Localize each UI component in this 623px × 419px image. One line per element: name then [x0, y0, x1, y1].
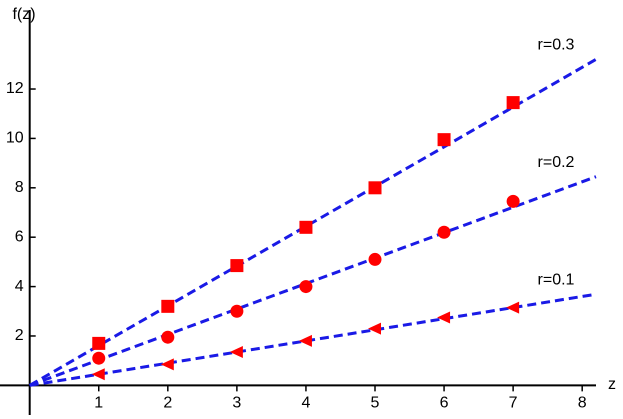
- data-point: [92, 336, 106, 350]
- data-point: [368, 322, 382, 335]
- series-label: r=0.3: [538, 37, 575, 54]
- x-tick-label: 7: [509, 395, 518, 412]
- data-point: [506, 96, 520, 110]
- y-tick-label: 8: [15, 179, 24, 196]
- fit-line: [29, 175, 597, 387]
- data-point: [299, 280, 313, 294]
- y-tick-label: 12: [6, 80, 24, 97]
- data-point: [506, 301, 520, 314]
- data-point: [437, 133, 451, 147]
- x-axis-label: z: [608, 376, 616, 393]
- fit-line: [28, 58, 597, 387]
- x-tick-label: 6: [440, 395, 449, 412]
- data-point: [368, 252, 382, 266]
- data-point: [229, 346, 243, 359]
- data-point: [437, 311, 451, 324]
- x-tick-label: 4: [301, 395, 310, 412]
- data-point: [160, 358, 174, 371]
- y-tick-label: 6: [15, 228, 24, 245]
- y-tick-label: 4: [15, 278, 24, 295]
- series-label: r=0.2: [538, 154, 575, 171]
- x-tick-label: 2: [163, 395, 172, 412]
- data-point: [437, 225, 451, 239]
- x-tick-label: 8: [578, 395, 587, 412]
- x-tick-label: 5: [371, 395, 380, 412]
- data-point: [230, 259, 244, 273]
- data-point: [91, 368, 105, 381]
- y-tick-label: 2: [15, 327, 24, 344]
- x-tick-label: 1: [94, 395, 103, 412]
- data-point: [506, 194, 520, 208]
- data-point: [161, 330, 175, 344]
- data-point: [368, 181, 382, 195]
- data-point: [92, 351, 106, 365]
- y-axis-label: f(z): [12, 6, 35, 23]
- data-point: [299, 220, 313, 234]
- data-point: [298, 334, 312, 347]
- data-point: [161, 299, 175, 313]
- x-tick-label: 3: [232, 395, 241, 412]
- data-point: [230, 304, 244, 318]
- series-label: r=0.1: [538, 271, 575, 288]
- fit-line: [29, 292, 597, 387]
- y-tick-label: 10: [6, 130, 24, 147]
